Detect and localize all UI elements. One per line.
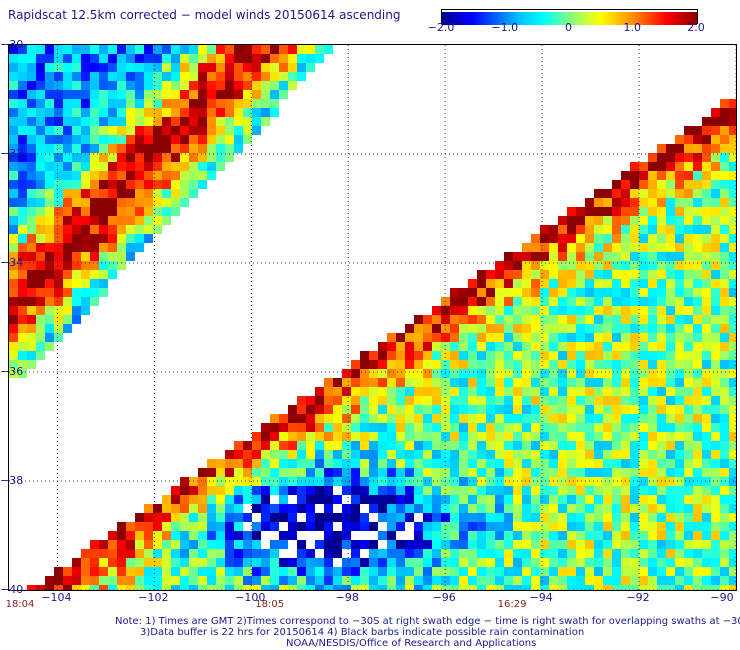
latitude-label: −30	[0, 38, 24, 51]
latitude-label: −40	[0, 583, 24, 596]
graticule	[9, 45, 736, 590]
colorbar-tick-label: 0	[565, 21, 572, 34]
wind-difference-field	[9, 45, 736, 590]
wind-difference-cells	[9, 45, 736, 590]
latitude-label: −38	[0, 474, 24, 487]
map-plot-area	[8, 44, 737, 591]
longitude-label: −96	[432, 591, 456, 604]
note-line-2: 3)Data buffer is 22 hrs for 20150614 4) …	[140, 627, 585, 638]
latitude-label: −36	[0, 365, 24, 378]
colorbar-tick-label: −1.0	[491, 21, 519, 34]
longitude-label: −104	[41, 591, 72, 604]
note-line-3: NOAA/NESDIS/Office of Research and Appli…	[286, 638, 537, 649]
colorbar-gradient	[442, 12, 697, 25]
longitude-label: −102	[138, 591, 169, 604]
longitude-label: −98	[335, 591, 359, 604]
longitude-label: −92	[626, 591, 650, 604]
colorbar-tick-label: 1.0	[623, 21, 642, 34]
map-title: Rapidscat 12.5km corrected − model winds…	[8, 8, 401, 22]
swath-time-label: 18:05	[255, 599, 285, 610]
colorbar-tick-label: −2.0	[427, 21, 455, 34]
swath-time-label: 18:04	[5, 599, 35, 610]
swath-time-label: 16:29	[497, 599, 527, 610]
longitude-label: −94	[529, 591, 553, 604]
latitude-label: −32	[0, 147, 24, 160]
colorbar	[441, 9, 698, 25]
longitude-label: −100	[235, 591, 266, 604]
latitude-label: −34	[0, 256, 24, 269]
colorbar-tick-label: 2.0	[687, 21, 705, 34]
note-line-1: Note: 1) Times are GMT 2)Times correspon…	[115, 616, 740, 627]
longitude-label: −90	[710, 591, 734, 604]
